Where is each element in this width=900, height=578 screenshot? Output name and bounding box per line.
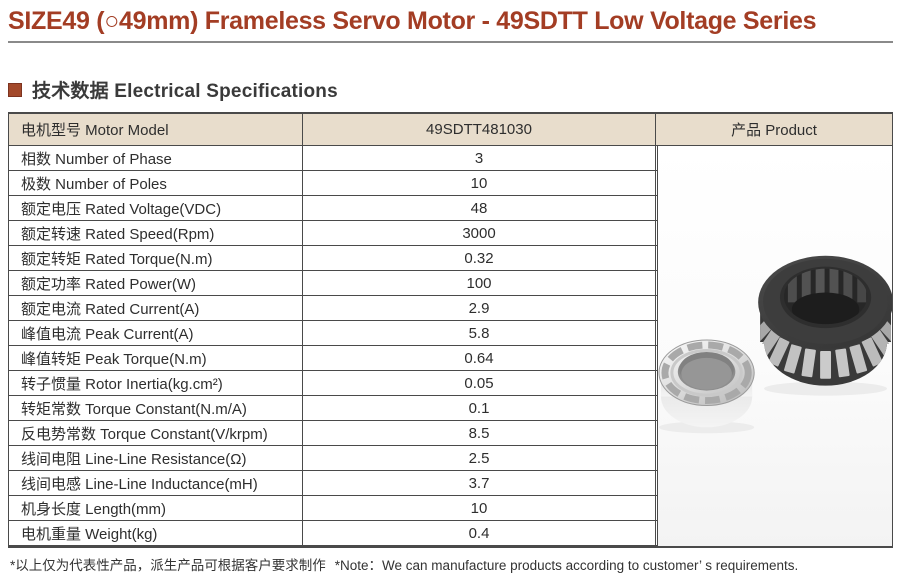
table-row: 极数 Number of Poles 10 xyxy=(9,171,892,196)
table-row: 线间电阻 Line-Line Resistance(Ω) 2.5 xyxy=(9,446,892,471)
header-motor-model: 电机型号 Motor Model xyxy=(9,114,303,145)
table-row: 峰值电流 Peak Current(A) 5.8 xyxy=(9,321,892,346)
row-label: 线间电阻 Line-Line Resistance(Ω) xyxy=(9,446,303,470)
table-row: 线间电感 Line-Line Inductance(mH) 3.7 xyxy=(9,471,892,496)
table-row: 额定功率 Rated Power(W) 100 xyxy=(9,271,892,296)
title-divider xyxy=(8,41,893,43)
header-model-value: 49SDTT481030 xyxy=(303,114,656,145)
row-label: 机身长度 Length(mm) xyxy=(9,496,303,520)
row-value: 2.5 xyxy=(303,446,656,470)
table-row: 额定转速 Rated Speed(Rpm) 3000 xyxy=(9,221,892,246)
row-value: 100 xyxy=(303,271,656,295)
row-label: 转子惯量 Rotor Inertia(kg.cm²) xyxy=(9,371,303,395)
row-label: 反电势常数 Torque Constant(V/krpm) xyxy=(9,421,303,445)
row-value: 48 xyxy=(303,196,656,220)
row-value: 3 xyxy=(303,146,656,170)
row-label: 极数 Number of Poles xyxy=(9,171,303,195)
spec-table: 电机型号 Motor Model 49SDTT481030 产品 Product… xyxy=(8,112,893,548)
product-photo xyxy=(658,255,892,434)
stator-image xyxy=(758,255,892,386)
section-bullet-icon xyxy=(8,82,22,97)
row-value: 5.8 xyxy=(303,321,656,345)
row-value: 10 xyxy=(303,171,656,195)
table-row: 相数 Number of Phase 3 xyxy=(9,146,892,171)
table-body: 相数 Number of Phase 3 极数 Number of Poles 10… xyxy=(9,146,892,546)
row-label: 额定电压 Rated Voltage(VDC) xyxy=(9,196,303,220)
row-label: 额定电流 Rated Current(A) xyxy=(9,296,303,320)
section-title: 技术数据 Electrical Specifications xyxy=(32,81,338,102)
row-label: 峰值转矩 Peak Torque(N.m) xyxy=(9,346,303,370)
table-row: 额定电流 Rated Current(A) 2.9 xyxy=(9,296,892,321)
row-value: 0.4 xyxy=(303,521,656,545)
table-row: 额定电压 Rated Voltage(VDC) 48 xyxy=(9,196,892,221)
row-value: 2.9 xyxy=(303,296,656,320)
row-label: 线间电感 Line-Line Inductance(mH) xyxy=(9,471,303,495)
row-label: 额定转矩 Rated Torque(N.m) xyxy=(9,246,303,270)
table-header-row: 电机型号 Motor Model 49SDTT481030 产品 Product xyxy=(9,114,892,146)
row-label: 额定功率 Rated Power(W) xyxy=(9,271,303,295)
page-title: SIZE49 (○49mm) Frameless Servo Motor - 4… xyxy=(8,7,817,35)
row-value: 0.1 xyxy=(303,396,656,420)
table-row: 额定转矩 Rated Torque(N.m) 0.32 xyxy=(9,246,892,271)
table-row: 反电势常数 Torque Constant(V/krpm) 8.5 xyxy=(9,421,892,446)
row-value: 0.32 xyxy=(303,246,656,270)
table-row: 机身长度 Length(mm) 10 xyxy=(9,496,892,521)
row-label: 转矩常数 Torque Constant(N.m/A) xyxy=(9,396,303,420)
row-value: 3000 xyxy=(303,221,656,245)
row-label: 额定转速 Rated Speed(Rpm) xyxy=(9,221,303,245)
stator-shadow xyxy=(764,381,888,396)
product-photo-cell xyxy=(657,146,892,546)
footer-note-zh: *以上仅为代表性产品，派生产品可根据客户要求制作 xyxy=(10,558,326,573)
row-value: 8.5 xyxy=(303,421,656,445)
row-value: 0.05 xyxy=(303,371,656,395)
row-value: 3.7 xyxy=(303,471,656,495)
row-label: 峰值电流 Peak Current(A) xyxy=(9,321,303,345)
table-row: 峰值转矩 Peak Torque(N.m) 0.64 xyxy=(9,346,892,371)
footer-note-en: *Note：We can manufacture products accord… xyxy=(334,558,799,573)
rotor-image xyxy=(658,339,755,428)
footer-note: *以上仅为代表性产品，派生产品可根据客户要求制作 *Note：We can man… xyxy=(10,554,894,574)
row-label: 电机重量 Weight(kg) xyxy=(9,521,303,545)
section-header: 技术数据 Electrical Specifications xyxy=(8,76,338,103)
table-row: 转矩常数 Torque Constant(N.m/A) 0.1 xyxy=(9,396,892,421)
row-value: 0.64 xyxy=(303,346,656,370)
table-row: 转子惯量 Rotor Inertia(kg.cm²) 0.05 xyxy=(9,371,892,396)
row-value: 10 xyxy=(303,496,656,520)
table-row: 电机重量 Weight(kg) 0.4 xyxy=(9,521,892,546)
row-label: 相数 Number of Phase xyxy=(9,146,303,170)
header-product: 产品 Product xyxy=(731,122,817,139)
